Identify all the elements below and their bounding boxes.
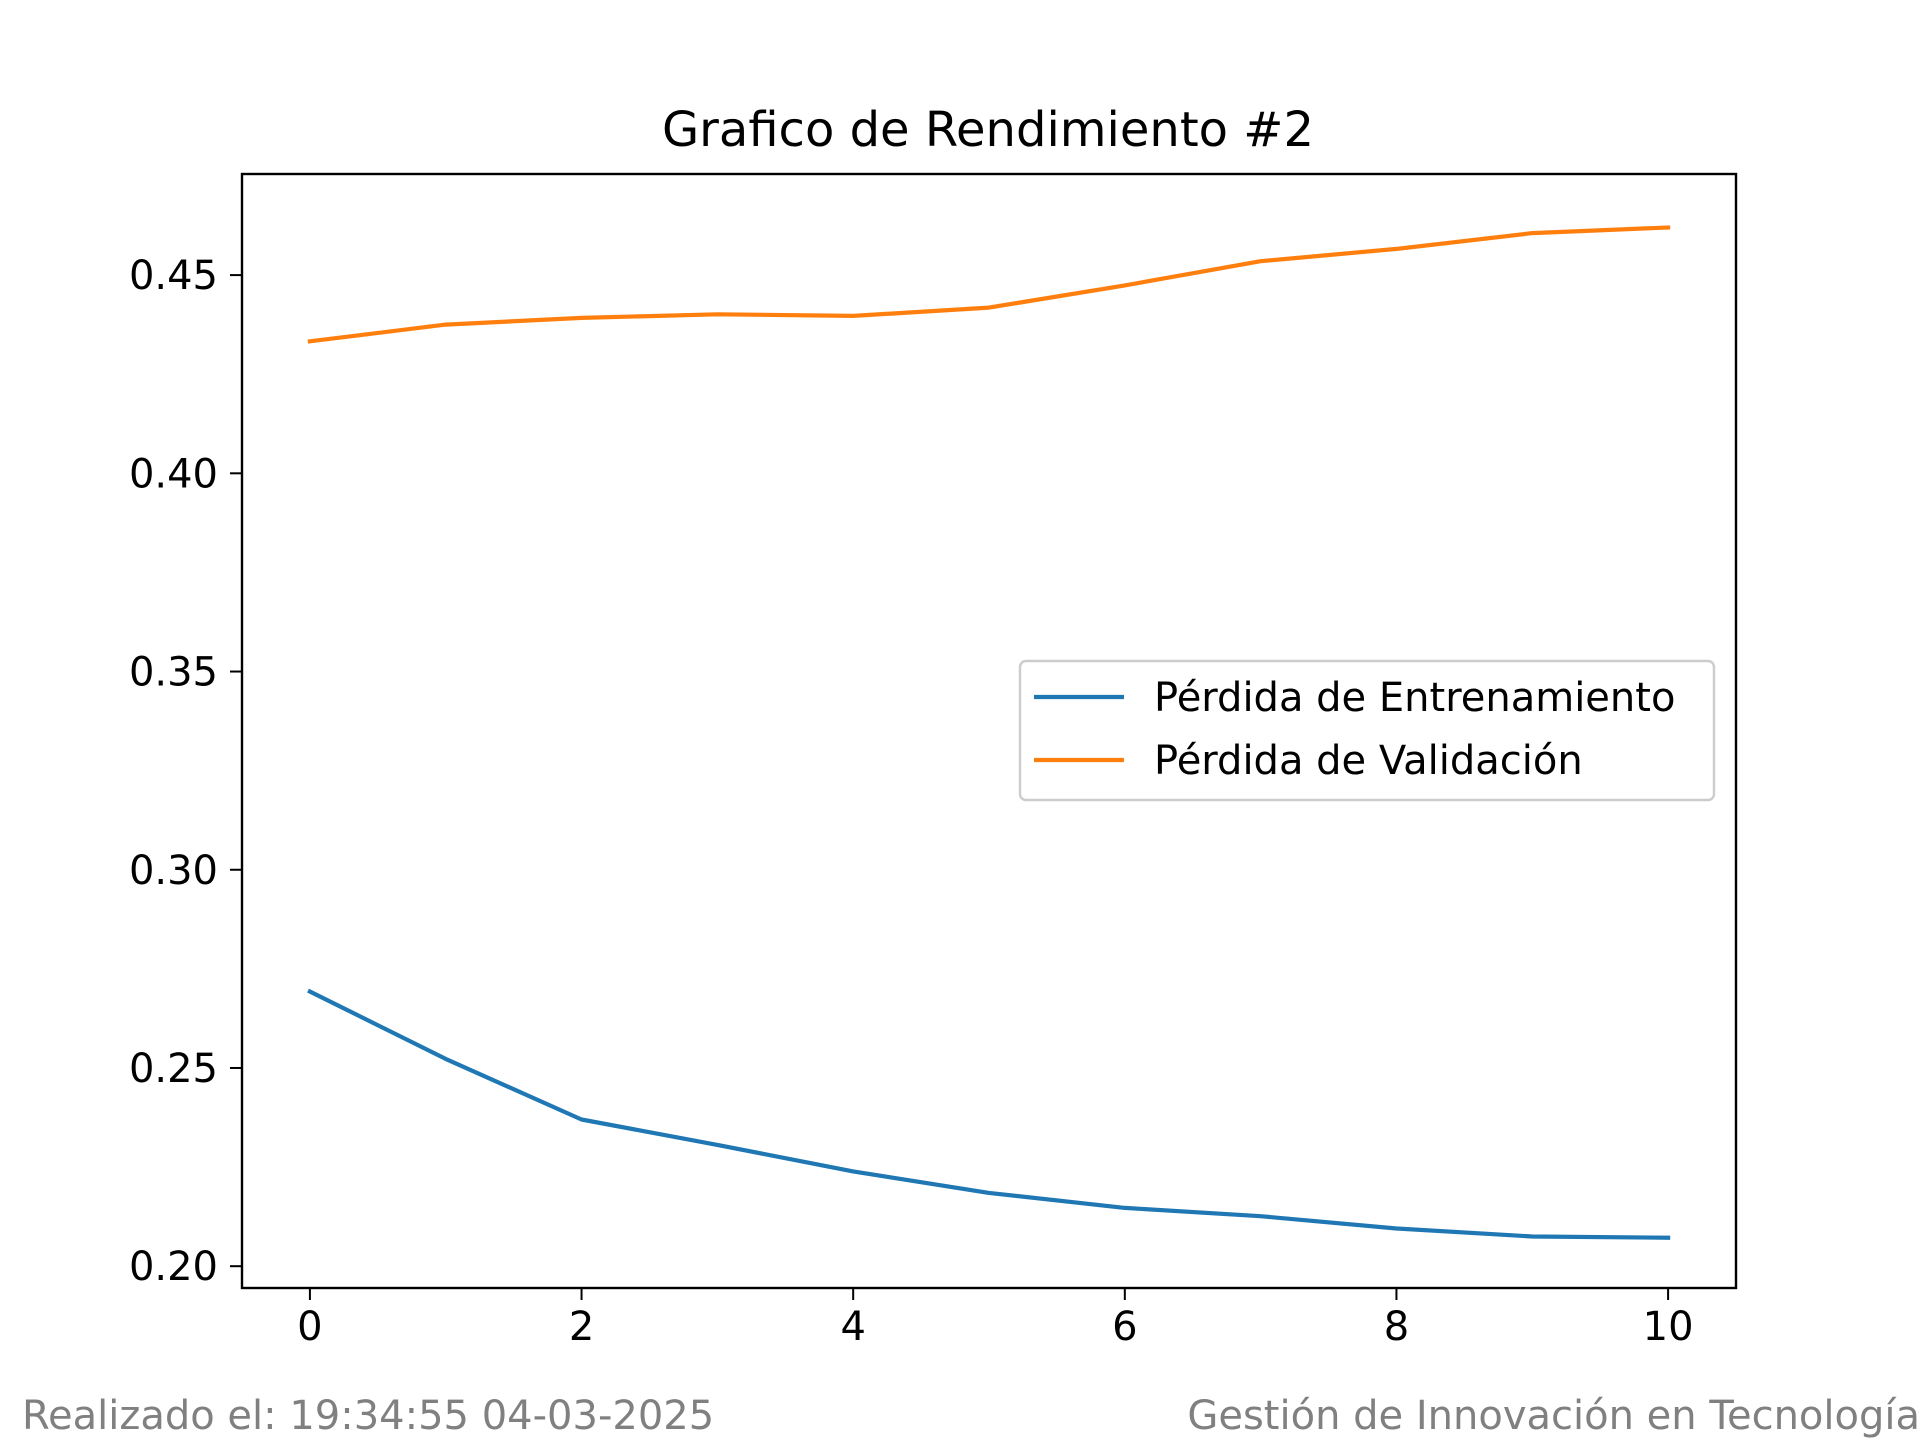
y-tick-label: 0.20 [129, 1244, 218, 1290]
x-tick-label: 0 [297, 1304, 322, 1350]
plot-area: 0 2 4 6 8 10 0.20 0.25 0.30 0.35 0.40 0.45 [129, 172, 1738, 1350]
series-line-2 [307, 225, 1671, 344]
x-tick-label: 8 [1384, 1304, 1409, 1350]
legend-label: Pérdida de Entrenamiento [1154, 675, 1675, 721]
x-tick-label: 2 [569, 1304, 594, 1350]
x-tick-label: 6 [1112, 1304, 1137, 1350]
x-tick-label: 10 [1643, 1304, 1694, 1350]
legend: Pérdida de Entrenamiento Pérdida de Valid… [1018, 659, 1716, 802]
legend-label: Pérdida de Validación [1154, 738, 1583, 784]
y-tick-label: 0.30 [129, 848, 218, 894]
legend-box [1018, 659, 1716, 802]
plot-frame [240, 172, 1738, 1290]
y-tick-label: 0.40 [129, 451, 218, 497]
series-line-1 [307, 988, 1671, 1240]
y-tick-label: 0.45 [129, 253, 218, 299]
y-tick-label: 0.35 [129, 650, 218, 696]
y-tick-label: 0.25 [129, 1046, 218, 1092]
x-tick-label: 4 [840, 1304, 865, 1350]
footer-organization: Gestión de Innovación en Tecnología [1187, 1393, 1920, 1439]
footer-timestamp: Realizado el: 19:34:55 04-03-2025 [22, 1393, 715, 1439]
series-layer [307, 225, 1671, 1240]
chart-title: Grafico de Rendimiento #2 [662, 102, 1314, 158]
